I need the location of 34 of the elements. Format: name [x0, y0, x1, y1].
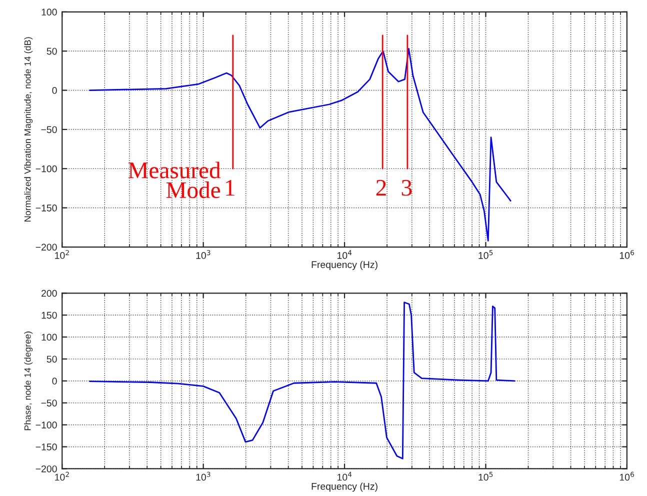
y-tick-label: 0: [52, 378, 57, 385]
y-axis-title: Phase, node 14 (degree): [24, 332, 33, 430]
y-tick-label: 100: [42, 334, 57, 341]
y-axis-title: Normalized Vibration Magnitude, node 14 (dB): [24, 37, 33, 222]
y-tick-label: 0: [52, 87, 57, 94]
x-axis-title: Frequency (Hz): [312, 260, 378, 270]
annotation: 2: [376, 180, 386, 196]
x-tick-label: 10$^{6}$: [620, 472, 634, 481]
y-tick-label: 100: [42, 8, 57, 16]
x-tick-label: 10$^{2}$: [55, 472, 69, 481]
annotation: 3: [402, 180, 412, 196]
y-tick-label: 200: [42, 290, 57, 297]
x-tick-label: 10$^{6}$: [620, 250, 634, 259]
x-tick-label: 10$^{4}$: [337, 472, 352, 481]
y-tick-label: −200: [36, 244, 57, 251]
x-tick-label: 10$^{4}$: [337, 250, 352, 259]
annotation: 1: [226, 180, 234, 196]
y-tick-label: −50: [41, 126, 57, 134]
x-axis-title: Frequency (Hz): [312, 482, 378, 492]
y-tick-label: −100: [36, 422, 57, 428]
y-tick-label: 150: [42, 312, 57, 319]
x-tick-label: 10$^{5}$: [478, 472, 493, 481]
y-tick-label: 50: [46, 48, 57, 55]
x-tick-label: 10$^{3}$: [196, 250, 210, 259]
y-tick-label: −150: [36, 444, 57, 450]
y-tick-label: −100: [36, 165, 57, 172]
y-tick-label: 50: [46, 356, 57, 363]
annotation: Measured Mode: [128, 162, 221, 198]
y-tick-label: −200: [36, 465, 57, 472]
x-tick-label: 10$^{5}$: [478, 250, 493, 259]
y-tick-label: −150: [36, 204, 57, 212]
y-tick-label: −50: [41, 400, 57, 406]
x-tick-label: 10$^{3}$: [196, 472, 210, 481]
x-tick-label: 10$^{2}$: [55, 250, 69, 259]
